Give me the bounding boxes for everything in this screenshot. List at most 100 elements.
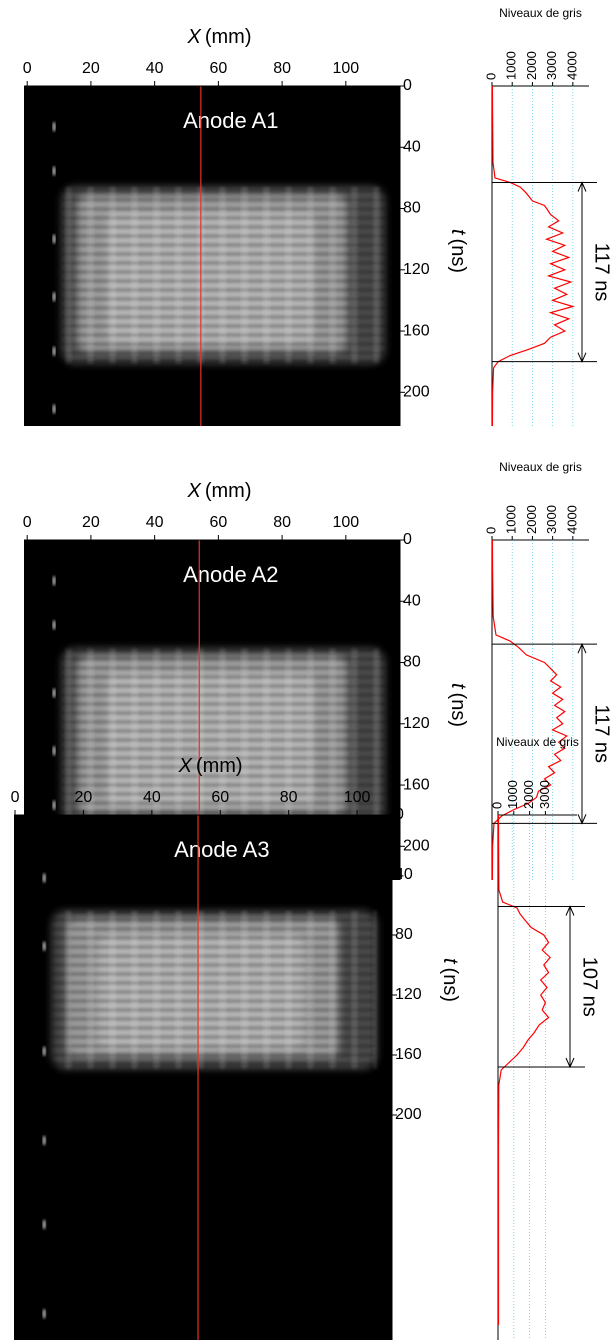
x-tick-label: 60 — [209, 514, 227, 531]
y-axis-label: t (ns) — [447, 229, 469, 273]
profile-tick-label: 3000 — [544, 505, 559, 534]
x-tick-label: 0 — [11, 789, 20, 806]
profile-tick-label: 0 — [483, 527, 498, 534]
profile-tick-label: 2000 — [524, 505, 539, 534]
image-background — [14, 815, 392, 1340]
arrow-head — [577, 181, 587, 363]
y-tick-label: 0 — [395, 806, 404, 823]
spot — [52, 234, 56, 244]
spot — [42, 1135, 46, 1146]
y-tick-label: 80 — [403, 654, 421, 671]
profile-tick-label: 3000 — [537, 780, 552, 809]
profile-tick-label: 1000 — [505, 780, 520, 809]
x-tick-label: 60 — [211, 789, 229, 806]
spot — [52, 291, 56, 302]
profile-line — [491, 85, 575, 427]
profile-tick-label: 2000 — [521, 780, 536, 809]
x-tick-label: 20 — [75, 789, 93, 806]
y-tick-label: 40 — [395, 866, 413, 883]
spot — [52, 121, 56, 132]
y-axis-label: t (ns) — [439, 958, 461, 1002]
duration-label: 117 ns — [591, 243, 613, 302]
stripes — [61, 186, 385, 364]
spot — [42, 1219, 46, 1230]
spot — [52, 346, 56, 357]
y-tick-label: 80 — [403, 200, 421, 217]
y-tick-label: 0 — [403, 77, 412, 94]
x-tick-label: 60 — [209, 60, 227, 77]
x-tick-label: 40 — [146, 60, 164, 77]
x-tick-label: 100 — [332, 60, 359, 77]
y-tick-label: 200 — [395, 1106, 422, 1123]
x-tick-label: 80 — [273, 60, 291, 77]
y-tick-label: 40 — [403, 592, 421, 609]
spot — [52, 745, 56, 756]
y-tick-label: 200 — [403, 838, 430, 855]
y-tick-label: 160 — [403, 776, 430, 793]
profile-axis-label: Niveaux de gris — [499, 460, 582, 474]
y-tick-label: 0 — [403, 531, 412, 548]
spot — [42, 941, 46, 952]
profile-tick-label: 1000 — [504, 51, 519, 80]
spot — [42, 1046, 46, 1057]
spot — [52, 575, 56, 586]
spot — [42, 1308, 46, 1319]
y-tick-label: 80 — [395, 926, 413, 943]
x-tick-label: 100 — [344, 789, 371, 806]
x-tick-label: 20 — [82, 514, 100, 531]
x-tick-label: 20 — [82, 60, 100, 77]
x-axis-symbol: X — [187, 26, 202, 48]
profile-tick-label: 1000 — [504, 505, 519, 534]
profile-axis-label: Niveaux de gris — [496, 735, 579, 749]
duration-label: 117 ns — [591, 704, 613, 763]
arrow-head — [565, 905, 575, 1069]
y-tick-label: 160 — [395, 1046, 422, 1063]
profile-tick-label: 4000 — [564, 51, 579, 80]
spot — [52, 620, 56, 630]
y-axis-unit: (ns) — [447, 693, 469, 727]
y-axis-label: t (ns) — [447, 683, 469, 727]
streak-image — [14, 815, 392, 1340]
y-tick-label: 200 — [403, 384, 430, 401]
x-tick-label: 40 — [143, 789, 161, 806]
x-axis-label: X (mm) — [187, 26, 252, 48]
profile-tick-label: 4000 — [564, 505, 579, 534]
x-axis-symbol: X — [178, 755, 193, 777]
streak-image — [24, 86, 400, 426]
x-tick-label: 80 — [280, 789, 298, 806]
spot — [52, 166, 56, 176]
panel-title: Anode A1 — [183, 108, 278, 133]
stripes — [51, 910, 377, 1069]
y-axis-unit: (ns) — [447, 239, 469, 273]
stripes — [61, 648, 385, 826]
y-axis-unit: (ns) — [439, 968, 461, 1002]
spot — [52, 404, 56, 414]
x-tick-label: 40 — [146, 514, 164, 531]
x-tick-label: 0 — [23, 60, 32, 77]
profile-axis-label: Niveaux de gris — [499, 6, 582, 20]
x-tick-label: 0 — [23, 514, 32, 531]
panel-title: Anode A2 — [183, 562, 278, 587]
y-axis-symbol: t — [447, 683, 469, 690]
profile-tick-label: 0 — [483, 73, 498, 80]
y-axis-symbol: t — [447, 229, 469, 236]
y-tick-label: 120 — [403, 715, 430, 732]
profile-line — [491, 539, 568, 881]
spot — [52, 688, 56, 698]
profile-tick-label: 2000 — [524, 51, 539, 80]
x-tick-label: 80 — [273, 514, 291, 531]
spot — [52, 800, 56, 811]
profile-tick-label: 3000 — [544, 51, 559, 80]
arrow-head — [577, 642, 587, 825]
x-axis-unit: (mm) — [205, 480, 252, 502]
y-tick-label: 120 — [395, 986, 422, 1003]
y-tick-label: 160 — [403, 322, 430, 339]
y-tick-label: 120 — [403, 261, 430, 278]
spot — [42, 873, 46, 883]
x-axis-symbol: X — [187, 480, 202, 502]
x-axis-label: X (mm) — [178, 755, 243, 777]
duration-label: 107 ns — [579, 957, 601, 1017]
panel-title: Anode A3 — [174, 837, 269, 862]
y-tick-label: 40 — [403, 138, 421, 155]
